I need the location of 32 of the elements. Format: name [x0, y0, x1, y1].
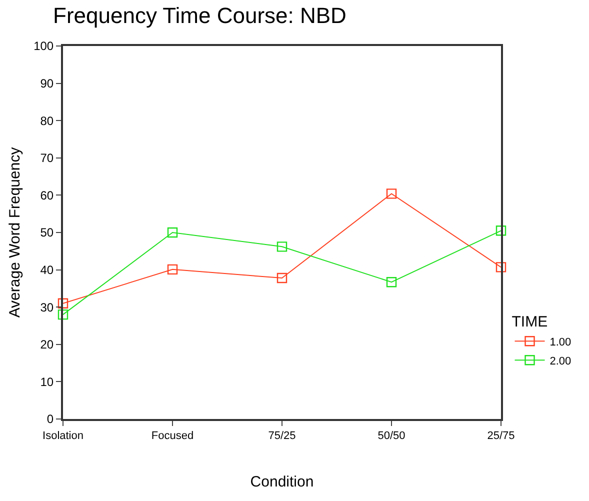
y-tick-label: 100	[34, 39, 54, 54]
y-tick-label: 80	[40, 114, 54, 128]
point	[276, 272, 288, 284]
y-tick-label: 70	[40, 151, 54, 166]
point	[167, 227, 178, 238]
point	[58, 298, 68, 308]
y-tick-label: 30	[40, 300, 54, 314]
x-tick-label: 25/75	[487, 430, 515, 442]
legend-label: 2.00	[550, 355, 572, 368]
x-tick-label: 75/25	[268, 430, 296, 442]
chart-title: Frequency Time Course: NBD	[53, 2, 346, 28]
y-tick-label: 90	[40, 76, 54, 90]
legend-label: 1.00	[550, 336, 572, 348]
y-tick-label: 40	[40, 263, 54, 277]
y-tick-label: 20	[40, 338, 54, 352]
point	[167, 264, 178, 275]
point	[386, 277, 397, 288]
y-axis-title: Average Word Frequency	[6, 146, 24, 318]
point	[496, 262, 506, 272]
x-axis-title: Condition	[250, 474, 314, 491]
point	[386, 188, 397, 199]
point	[496, 226, 506, 236]
x-tick-label: Focused	[151, 430, 194, 442]
point	[58, 309, 68, 320]
x-tick-label: 50/50	[378, 430, 406, 442]
y-tick-label: 50	[40, 226, 54, 240]
y-tick-label: 0	[46, 412, 54, 426]
y-tick-label: 60	[40, 188, 54, 202]
point	[276, 242, 288, 252]
legend-title: TIME	[512, 314, 548, 331]
x-tick-label: Isolation	[42, 430, 84, 442]
y-tick-label: 10	[40, 374, 54, 389]
